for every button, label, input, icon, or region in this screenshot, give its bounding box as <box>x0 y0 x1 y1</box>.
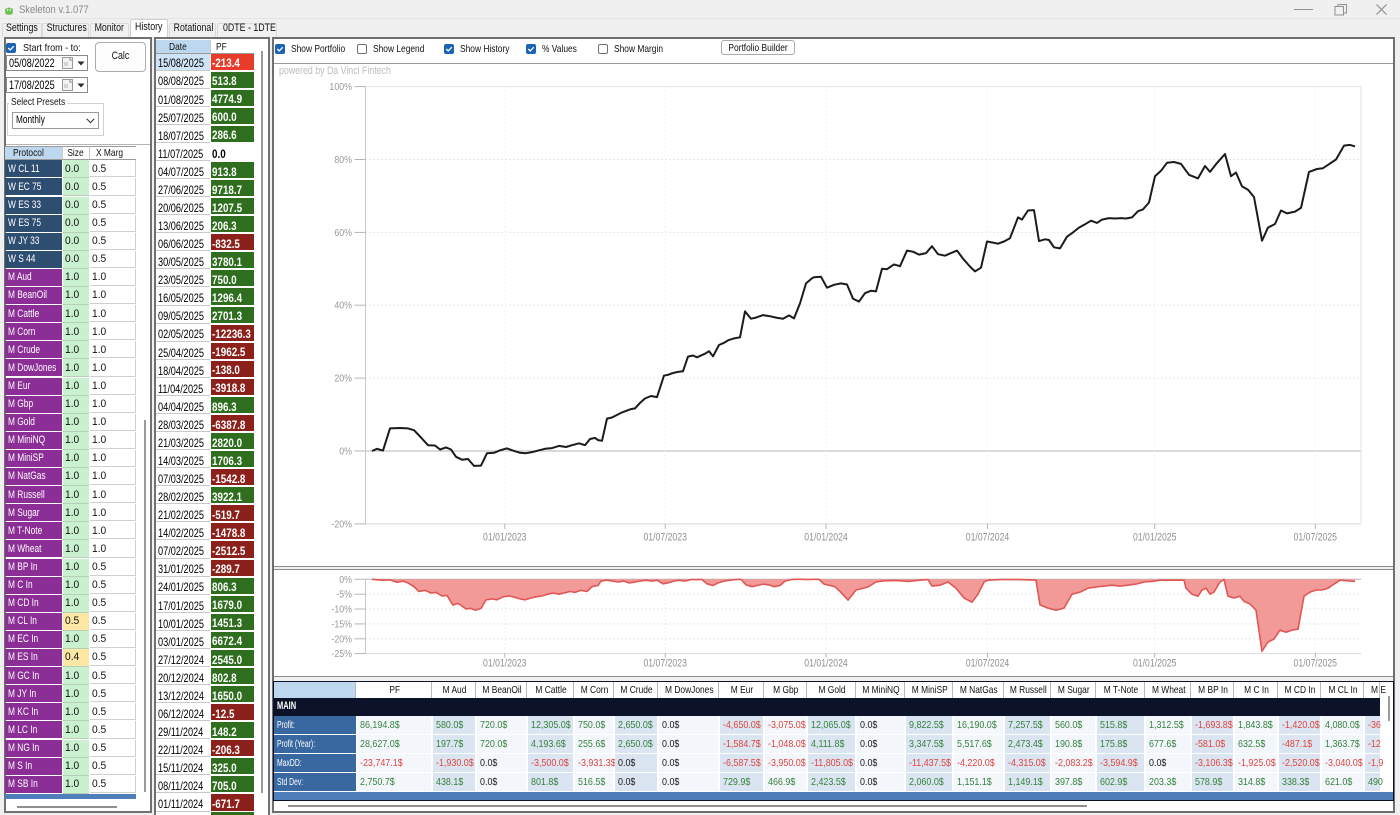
svg-text:40%: 40% <box>334 300 352 312</box>
svg-text:100%: 100% <box>329 81 352 93</box>
svg-text:20%: 20% <box>334 373 352 385</box>
svg-text:01/01/2024: 01/01/2024 <box>804 658 848 670</box>
svg-text:01/01/2025: 01/01/2025 <box>1133 532 1177 544</box>
svg-text:01/07/2023: 01/07/2023 <box>643 658 687 670</box>
svg-text:01/01/2025: 01/01/2025 <box>1133 658 1177 670</box>
svg-text:-10%: -10% <box>331 604 352 616</box>
svg-text:0%: 0% <box>339 574 352 586</box>
svg-text:60%: 60% <box>334 227 352 239</box>
svg-text:-20%: -20% <box>331 519 352 531</box>
svg-text:-20%: -20% <box>331 634 352 646</box>
svg-text:-15%: -15% <box>331 619 352 631</box>
svg-text:01/01/2024: 01/01/2024 <box>804 532 848 544</box>
svg-text:80%: 80% <box>334 154 352 166</box>
svg-text:-25%: -25% <box>331 648 352 660</box>
svg-text:01/07/2025: 01/07/2025 <box>1294 532 1338 544</box>
svg-text:-5%: -5% <box>336 589 352 601</box>
svg-text:0%: 0% <box>339 446 352 458</box>
svg-text:01/01/2023: 01/01/2023 <box>483 658 527 670</box>
svg-text:01/07/2025: 01/07/2025 <box>1294 658 1338 670</box>
svg-text:01/07/2023: 01/07/2023 <box>643 532 687 544</box>
svg-text:01/01/2023: 01/01/2023 <box>483 532 527 544</box>
svg-text:01/07/2024: 01/07/2024 <box>966 532 1010 544</box>
svg-text:01/07/2024: 01/07/2024 <box>966 658 1010 670</box>
